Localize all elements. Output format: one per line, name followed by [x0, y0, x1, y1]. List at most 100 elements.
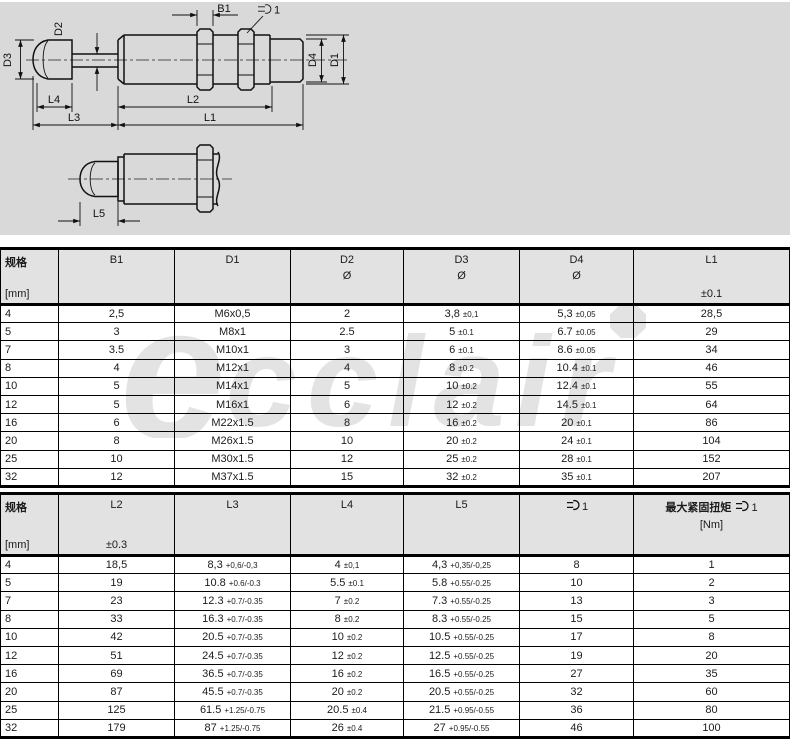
- dimensions-table-1: 规格 [mm] B1 D1 D2 Ø D3 Ø D4 Ø L1 ±0.1 4 2,5 M6x0,5 2 3,8…: [0, 247, 790, 488]
- value-cell: 10: [290, 431, 404, 450]
- column-header: L3: [174, 493, 291, 557]
- size-cell: 5: [0, 573, 59, 592]
- value-cell: 20 ±0.2: [403, 431, 520, 450]
- size-cell: 4: [0, 303, 59, 323]
- value-cell: 20 ±0.2: [290, 682, 404, 701]
- value-cell: 3: [58, 322, 175, 341]
- column-header: D4 Ø: [519, 248, 634, 306]
- size-cell: 12: [0, 394, 59, 414]
- value-cell: 28 ±0.1: [519, 449, 634, 469]
- value-cell: 4,3 +0,35/-0,25: [403, 554, 520, 574]
- value-cell: 16.3 +0.7/-0.35: [174, 609, 291, 629]
- value-cell: 5 ±0.1: [403, 322, 520, 341]
- value-cell: 10: [58, 449, 175, 469]
- table-row: 4 2,5 M6x0,5 2 3,8 ±0,1 5,3 ±0,05 28,5: [0, 303, 790, 323]
- size-cell: 10: [0, 376, 59, 396]
- value-cell: 7 ±0.2: [290, 591, 404, 611]
- value-cell: 10 ±0.2: [403, 376, 520, 396]
- value-cell: 8,3 +0,6/-0,3: [174, 554, 291, 574]
- value-cell: 32: [519, 682, 634, 701]
- value-cell: 12: [58, 467, 175, 487]
- value-cell: 5,3 ±0,05: [519, 303, 634, 323]
- value-cell: 15: [519, 609, 634, 629]
- value-cell: 12.5 +0.55/-0.25: [403, 645, 520, 665]
- table-row: 8 4 M12x1 4 8 ±0.2 10.4 ±0.1 46: [0, 358, 790, 378]
- table-row: 16 69 36.5 +0.7/-0.35 16 ±0.2 16.5 +0.55/-0.25 2…: [0, 664, 790, 683]
- value-cell: 3,8 ±0,1: [403, 303, 520, 323]
- value-cell: 2,5: [58, 303, 175, 323]
- size-cell: 10: [0, 627, 59, 647]
- table-row: 4 18,5 8,3 +0,6/-0,3 4 ±0,1 4,3 +0,35/-0,25 8 1: [0, 554, 790, 574]
- value-cell: 6.7 ±0.05: [519, 322, 634, 341]
- value-cell: 2.5: [290, 322, 404, 341]
- value-cell: 5: [633, 609, 790, 629]
- value-cell: 10.4 ±0.1: [519, 358, 634, 378]
- table1-body: 4 2,5 M6x0,5 2 3,8 ±0,1 5,3 ±0,05 28,5 5 3 M8x1 2.5 5…: [0, 303, 790, 487]
- value-cell: 60: [633, 682, 790, 701]
- dimensional-drawing: B1 1 D2 D3 D4 D: [2, 3, 350, 226]
- value-cell: 16 ±0.2: [403, 413, 520, 432]
- value-cell: 18,5: [58, 554, 175, 574]
- value-cell: 3.5: [58, 340, 175, 360]
- value-cell: 3: [290, 340, 404, 360]
- value-cell: 19: [519, 645, 634, 665]
- value-cell: 36: [519, 700, 634, 720]
- dim-label-d2: D2: [53, 22, 65, 36]
- value-cell: 21.5 +0.95/-0.55: [403, 700, 520, 720]
- value-cell: 10: [519, 573, 634, 592]
- value-cell: 24 ±0.1: [519, 431, 634, 450]
- value-cell: 24.5 +0.7/-0.35: [174, 645, 291, 665]
- size-cell: 25: [0, 700, 59, 720]
- value-cell: 26 ±0.4: [290, 718, 404, 738]
- wrench-size-label: 1: [274, 5, 280, 17]
- value-cell: 4: [290, 358, 404, 378]
- size-cell: 8: [0, 609, 59, 629]
- column-header: 规格 [mm]: [0, 248, 59, 306]
- value-cell: 28,5: [633, 303, 790, 323]
- value-cell: 46: [633, 358, 790, 378]
- value-cell: 104: [633, 431, 790, 450]
- value-cell: 100: [633, 718, 790, 738]
- value-cell: 20.5 ±0.4: [290, 700, 404, 720]
- table-row: 7 23 12.3 +0.7/-0.35 7 ±0.2 7.3 +0.55/-0.25 13 3: [0, 591, 790, 611]
- value-cell: 80: [633, 700, 790, 720]
- value-cell: 42: [58, 627, 175, 647]
- value-cell: 19: [58, 573, 175, 592]
- size-cell: 7: [0, 340, 59, 360]
- dim-label-l1: L1: [204, 112, 216, 124]
- table-row: 32 179 87 +1.25/-0.75 26 ±0.4 27 +0.95/-0.55 46 1…: [0, 718, 790, 738]
- table-row: 16 6 M22x1.5 8 16 ±0.2 20 ±0.1 86: [0, 413, 790, 432]
- value-cell: 179: [58, 718, 175, 738]
- value-cell: 6 ±0.1: [403, 340, 520, 360]
- value-cell: 152: [633, 449, 790, 469]
- table-row: 25 10 M30x1.5 12 25 ±0.2 28 ±0.1 152: [0, 449, 790, 469]
- size-cell: 20: [0, 682, 59, 701]
- table-row: 5 19 10.8 +0.6/-0.3 5.5 ±0.1 5.8 +0.55/-0.25 10 2: [0, 573, 790, 592]
- value-cell: 8.3 +0.55/-0.25: [403, 609, 520, 629]
- value-cell: M37x1.5: [174, 467, 291, 487]
- dim-label-d1: D1: [329, 53, 341, 67]
- value-cell: 10.8 +0.6/-0.3: [174, 573, 291, 592]
- table-row: 12 51 24.5 +0.7/-0.35 12 ±0.2 12.5 +0.55/-0.25 1…: [0, 645, 790, 665]
- table2-header: 规格 [mm] L2 ±0.3 L3 L4 L5 1 最大紧固扭矩 1 [Nm]: [0, 493, 790, 557]
- table-row: 25 125 61.5 +1.25/-0.75 20.5 ±0.4 21.5 +0.95/-0…: [0, 700, 790, 720]
- value-cell: 17: [519, 627, 634, 647]
- value-cell: 7.3 +0.55/-0.25: [403, 591, 520, 611]
- table-row: 8 33 16.3 +0.7/-0.35 8 ±0.2 8.3 +0.55/-0.25 15 5: [0, 609, 790, 629]
- column-header: B1: [58, 248, 175, 306]
- value-cell: 12 ±0.2: [403, 394, 520, 414]
- dim-label-d4: D4: [307, 53, 319, 67]
- value-cell: 5: [290, 376, 404, 396]
- value-cell: 207: [633, 467, 790, 487]
- dim-label-l4: L4: [48, 94, 60, 106]
- value-cell: M10x1: [174, 340, 291, 360]
- table-row: 20 8 M26x1.5 10 20 ±0.2 24 ±0.1 104: [0, 431, 790, 450]
- value-cell: 2: [633, 573, 790, 592]
- value-cell: 4: [58, 358, 175, 378]
- value-cell: 8: [58, 431, 175, 450]
- value-cell: 34: [633, 340, 790, 360]
- size-cell: 4: [0, 554, 59, 574]
- value-cell: 46: [519, 718, 634, 738]
- dim-label-l2: L2: [187, 94, 199, 106]
